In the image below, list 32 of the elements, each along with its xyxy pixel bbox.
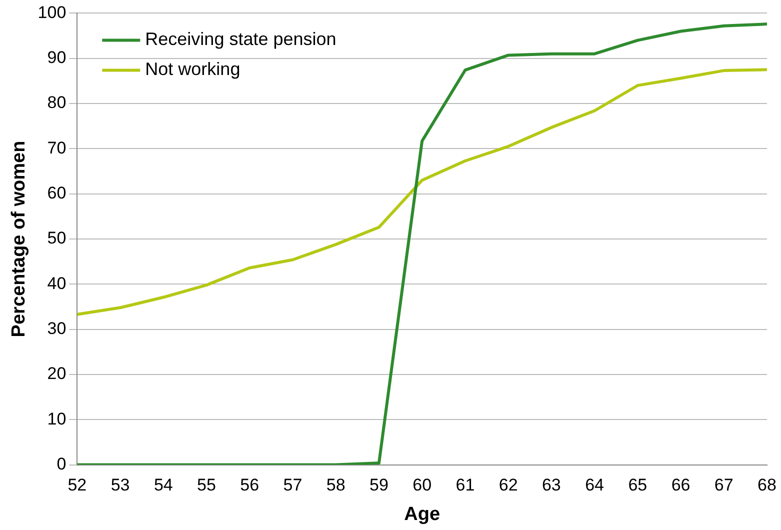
- x-tick-label: 60: [412, 476, 432, 495]
- x-tick-label: 62: [498, 476, 518, 495]
- y-tick-label: 40: [47, 274, 66, 293]
- x-tick-label: 68: [758, 476, 776, 495]
- y-tick-label: 70: [47, 138, 66, 158]
- x-axis-title: Age: [404, 504, 440, 525]
- legend-label: Receiving state pension: [145, 29, 336, 50]
- x-tick-label: 55: [197, 476, 216, 495]
- x-tick-label: 67: [714, 476, 734, 495]
- x-tick-label: 65: [628, 476, 648, 495]
- x-tick-label: 66: [671, 476, 690, 495]
- x-tick-label: 64: [585, 476, 604, 495]
- x-tick-label: 57: [283, 476, 302, 495]
- y-tick-label: 60: [47, 184, 66, 203]
- x-tick-label: 52: [68, 476, 87, 495]
- y-tick-label: 80: [47, 93, 66, 112]
- x-tick-label: 56: [240, 476, 260, 495]
- x-tick-label: 59: [370, 476, 388, 495]
- y-tick-label: 0: [56, 454, 66, 474]
- x-tick-label: 54: [154, 476, 173, 495]
- y-axis-title: Percentage of women: [8, 140, 30, 338]
- y-tick-label: 50: [47, 228, 66, 248]
- y-tick-label: 90: [47, 48, 66, 68]
- y-tick-label: 30: [47, 319, 66, 338]
- y-tick-label: 20: [47, 364, 66, 384]
- legend-label: Not working: [145, 59, 240, 80]
- y-tick-label: 10: [47, 409, 66, 428]
- x-tick-label: 63: [542, 476, 561, 495]
- x-tick-label: 61: [456, 476, 475, 495]
- x-tick-label: 53: [110, 476, 130, 495]
- x-tick-label: 58: [326, 476, 346, 495]
- y-tick-label: 100: [38, 2, 66, 22]
